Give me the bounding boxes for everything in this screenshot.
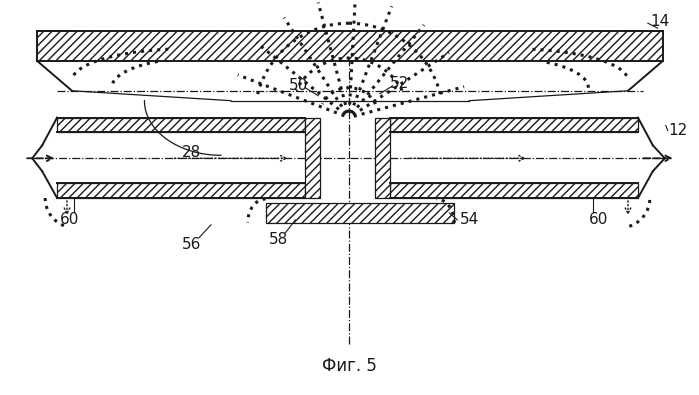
Text: 54: 54 bbox=[459, 213, 479, 228]
Bar bbox=[305, 118, 320, 198]
Bar bbox=[266, 203, 454, 223]
Bar bbox=[57, 183, 305, 198]
Bar bbox=[375, 118, 390, 198]
Text: 60: 60 bbox=[60, 213, 80, 228]
Text: 52: 52 bbox=[390, 76, 410, 91]
Text: 50: 50 bbox=[289, 78, 308, 93]
Text: Фиг. 5: Фиг. 5 bbox=[322, 357, 377, 375]
Bar bbox=[390, 183, 638, 198]
Text: 14: 14 bbox=[650, 14, 670, 29]
Bar bbox=[390, 118, 638, 132]
Text: 58: 58 bbox=[269, 232, 288, 247]
Text: 28: 28 bbox=[182, 145, 201, 160]
Text: 56: 56 bbox=[182, 237, 201, 252]
Polygon shape bbox=[37, 31, 663, 61]
Text: 12: 12 bbox=[668, 123, 687, 138]
Bar bbox=[57, 118, 305, 132]
Text: 60: 60 bbox=[589, 213, 608, 228]
